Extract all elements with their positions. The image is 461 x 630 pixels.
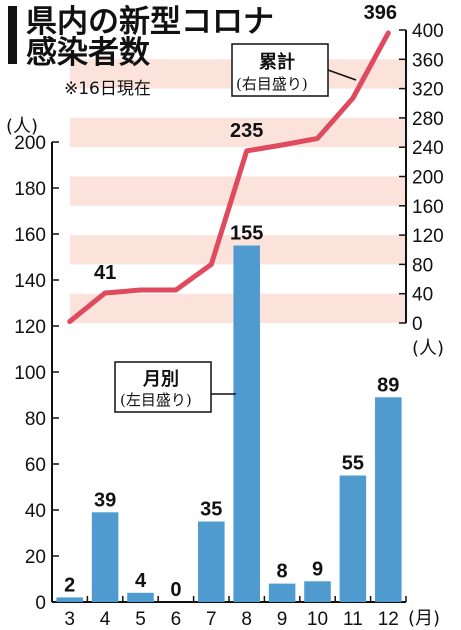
bar-value-label: 4 — [135, 570, 147, 592]
bar-value-label: 2 — [64, 574, 75, 596]
x-tick-label: 12 — [378, 609, 399, 630]
x-tick-label: 7 — [206, 609, 217, 630]
left-tick-label: 0 — [35, 593, 46, 614]
grid-band — [70, 117, 406, 148]
cumulative-point-label: 235 — [230, 120, 263, 142]
left-tick-label: 160 — [14, 225, 46, 246]
right-tick-label: 80 — [412, 255, 433, 276]
bar — [339, 475, 367, 602]
monthly-bars — [56, 245, 402, 602]
left-tick-label: 140 — [14, 271, 46, 292]
callout-cumulative-box — [231, 43, 329, 97]
bar — [268, 583, 296, 602]
x-tick-label: 8 — [241, 609, 252, 630]
bar — [304, 581, 331, 602]
left-tick-label: 40 — [25, 501, 46, 522]
bar — [56, 597, 83, 602]
bar — [91, 512, 119, 602]
note-date: ※16日現在 — [64, 79, 151, 99]
callout-cumulative-leader — [327, 69, 357, 81]
callout-monthly-box — [114, 361, 212, 413]
x-tick-label: 4 — [100, 609, 111, 630]
bar-value-label: 155 — [230, 223, 263, 245]
bar-value-label: 35 — [200, 499, 222, 521]
bar-value-label: 0 — [170, 579, 181, 601]
right-tick-label: 200 — [412, 168, 444, 189]
callout-monthly-sub: (左目盛り) — [120, 391, 192, 409]
callout-cumulative-main: 累計 — [259, 51, 295, 73]
x-tick-label: 6 — [171, 609, 182, 630]
right-tick-label: 400 — [412, 21, 444, 42]
bar — [127, 592, 154, 602]
x-tick-label: 9 — [277, 609, 288, 630]
bar — [375, 397, 402, 602]
title-line1: 県内の新型コロナ — [26, 4, 274, 40]
right-tick-label: 320 — [412, 80, 444, 101]
title-bar-accent — [8, 6, 17, 64]
left-tick-label: 20 — [25, 547, 46, 568]
left-tick-label: 80 — [25, 409, 46, 430]
bar-value-label: 55 — [342, 453, 364, 475]
title-line2: 感染者数 — [26, 35, 150, 71]
right-tick-label: 240 — [412, 138, 444, 159]
x-tick-label: 11 — [343, 609, 363, 630]
left-axis: 0 20 40 60 80 100 120 140 160 180 200 — [14, 133, 59, 614]
left-unit-label: (人) — [6, 116, 38, 137]
bar — [233, 245, 260, 602]
bar-value-label: 8 — [277, 561, 288, 583]
callout-cumulative-sub: (右目盛り) — [236, 75, 308, 93]
callout-monthly: 月別 (左目盛り) — [114, 361, 236, 413]
cumulative-point-label: 396 — [364, 2, 397, 24]
callout-cumulative: 累計 (右目盛り) — [231, 43, 357, 97]
left-tick-label: 120 — [14, 317, 46, 338]
left-tick-label: 180 — [14, 179, 46, 200]
right-tick-label: 360 — [412, 50, 444, 71]
right-unit-label: (人) — [412, 338, 444, 359]
x-tick-label: 3 — [64, 609, 75, 630]
bar-value-label: 89 — [377, 374, 399, 396]
right-tick-label: 160 — [412, 197, 444, 218]
cumulative-point-label: 41 — [94, 262, 116, 284]
bar-value-label: 39 — [94, 489, 116, 511]
right-axis: 0 40 80 120 160 200 240 280 320 360 400 — [399, 21, 444, 335]
x-unit-label: (月) — [408, 608, 440, 629]
right-tick-label: 280 — [412, 109, 444, 130]
x-tick-label: 5 — [135, 609, 146, 630]
bar — [198, 521, 225, 602]
left-tick-label: 200 — [14, 133, 46, 154]
bar-value-label: 9 — [312, 558, 323, 580]
right-tick-label: 0 — [412, 314, 423, 335]
x-tick-label: 10 — [307, 609, 328, 630]
right-tick-label: 40 — [412, 285, 433, 306]
left-tick-label: 60 — [25, 455, 46, 476]
cumulative-point-labels: 41 235 396 — [94, 2, 397, 284]
left-tick-label: 100 — [14, 363, 46, 384]
cumulative-line — [67, 30, 391, 325]
callout-monthly-main: 月別 — [142, 369, 179, 390]
right-tick-label: 120 — [412, 226, 444, 247]
cumulative-line-layer — [67, 30, 391, 325]
